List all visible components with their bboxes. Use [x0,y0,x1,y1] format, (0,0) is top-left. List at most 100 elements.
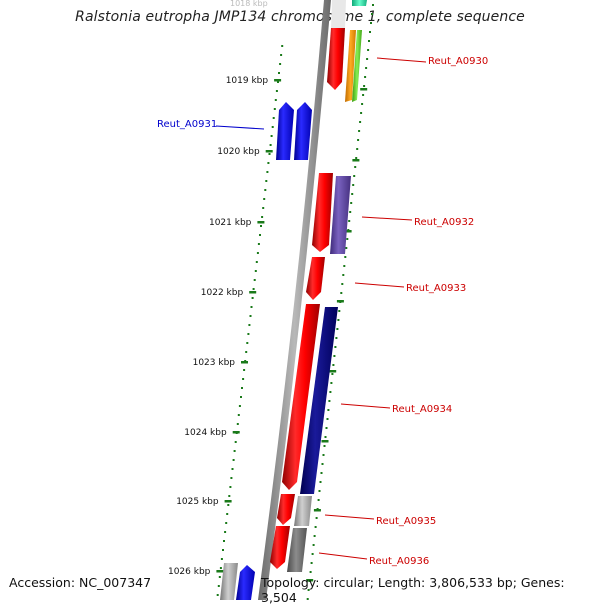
scale-dot-right [351,193,354,195]
scale-ticks-left [216,45,284,596]
scale-major-tick-right [352,159,360,162]
cds-reut-a0930-green[interactable] [352,30,362,102]
scale-major-tick-right [360,88,368,91]
scale-labels: 1019 kbp 1020 kbp 1021 kbp 1022 kbp 1023 kbp… [168,76,368,582]
scale-label: 1022 kbp [201,288,244,298]
gene-labels: Reut_A0930 Reut_A0931 Reut_A0932 Reut_A0… [157,56,488,567]
scale-dot-left [237,414,240,416]
scale-dot-right [335,337,338,339]
scale-dot-left [279,63,282,65]
scale-dot-left [248,324,251,326]
cds-reut-a0930-red[interactable] [327,28,345,90]
scale-dot-right [315,517,318,519]
scale-major-tick [232,431,240,434]
cds-reut-a0935-gray[interactable] [294,496,312,526]
scale-dot-left [238,405,241,407]
scale-dot-left [242,378,245,380]
leader-reut-a0935 [324,514,375,520]
scale-dot-right [353,175,356,177]
scale-dot-right [367,49,370,51]
cds-reut-a0936-darkgray[interactable] [287,528,307,572]
scale-dot-left [220,558,223,560]
scale-dot-left [264,189,267,191]
scale-dot-left [254,270,257,272]
scale-label: 1026 kbp [168,567,211,577]
scale-dot-left [280,54,283,56]
scale-dot-left [266,171,269,173]
scale-dot-left [278,72,280,74]
label-reut-a0935[interactable]: Reut_A0935 [376,516,436,527]
scale-major-tick-right [336,300,344,303]
cds-reut-a0930-teal[interactable] [352,0,367,6]
scale-dot-right [311,553,314,555]
scale-dot-left [275,90,278,92]
scale-dot-right [338,310,341,312]
scale-dot-left [263,198,266,200]
scale-dot-left [250,306,253,308]
scale-dot-right [326,418,329,420]
scale-dot-left [247,333,250,335]
scale-dot-left [252,288,255,290]
scale-dot-right [359,121,362,123]
scale-dot-right [360,112,363,114]
cds-reut-a0932-purple[interactable] [330,176,351,254]
scale-dot-right [362,94,365,96]
scale-dot-left [265,180,268,182]
label-reut-a0930[interactable]: Reut_A0930 [428,56,488,67]
scale-dot-right [325,427,328,429]
scale-dot-left [225,522,228,524]
accession-text: Accession: NC_007347 [9,575,152,590]
scale-dot-right [345,247,348,249]
scale-dot-right [318,490,321,492]
cds-reut-a0931-b[interactable] [294,102,312,160]
scale-dot-left [234,441,237,443]
leader-reut-a0934 [340,403,391,409]
scale-label: 1023 kbp [193,358,236,368]
scale-dot-right [329,391,332,393]
scale-dot-left [257,243,260,245]
scale-dot-right [363,85,366,87]
cds-reut-a0931-a[interactable] [276,102,294,160]
scale-dot-right [324,436,327,438]
cds-top-white-gap [331,0,346,28]
label-reut-a0936[interactable]: Reut_A0936 [369,556,429,567]
scale-major-tick [265,150,273,153]
scale-dot-right [369,31,371,33]
scale-dot-left [268,153,271,155]
chromosome-backbone [258,0,331,600]
scale-dot-right [330,382,333,384]
cds-reut-a0934-navy[interactable] [300,307,338,494]
cds-reut-a0934-red[interactable] [282,304,320,490]
scale-dot-right [357,139,360,141]
cds-bottom-gray[interactable] [220,563,238,600]
cds-reut-a0930-orange[interactable] [345,30,356,102]
scale-dot-right [313,535,316,537]
label-reut-a0933[interactable]: Reut_A0933 [406,283,466,294]
cds-reut-a0932-red[interactable] [312,173,333,252]
scale-dot-left [274,99,277,101]
scale-dot-right [314,526,317,528]
scale-dot-left [251,297,254,299]
scale-dot-right [319,481,322,483]
scale-dot-right [336,328,339,330]
cds-reut-a0935-red[interactable] [277,494,295,525]
label-reut-a0931[interactable]: Reut_A0931 [157,119,217,130]
scale-dot-right [355,157,358,159]
scale-dot-right [340,292,343,294]
cds-bottom-blue[interactable] [236,565,255,600]
scale-dot-right [366,58,369,60]
scale-dot-left [246,342,249,344]
scale-dot-right [332,364,335,366]
scale-dot-right [321,463,324,465]
scale-dot-right [328,400,331,402]
scale-dot-right [352,184,355,186]
label-reut-a0932[interactable]: Reut_A0932 [414,217,474,228]
cds-reut-a0933-red[interactable] [306,257,325,300]
cds-reut-a0936-red[interactable] [270,526,290,569]
top-clipped-scale-label: 1018 kbp [230,0,268,8]
label-reut-a0934[interactable]: Reut_A0934 [392,404,452,415]
scale-ticks-right [306,4,374,600]
scale-dot-right [343,265,346,267]
title: Ralstonia eutropha JMP134 chromosome 1, … [75,9,525,25]
scale-major-tick [274,79,282,82]
